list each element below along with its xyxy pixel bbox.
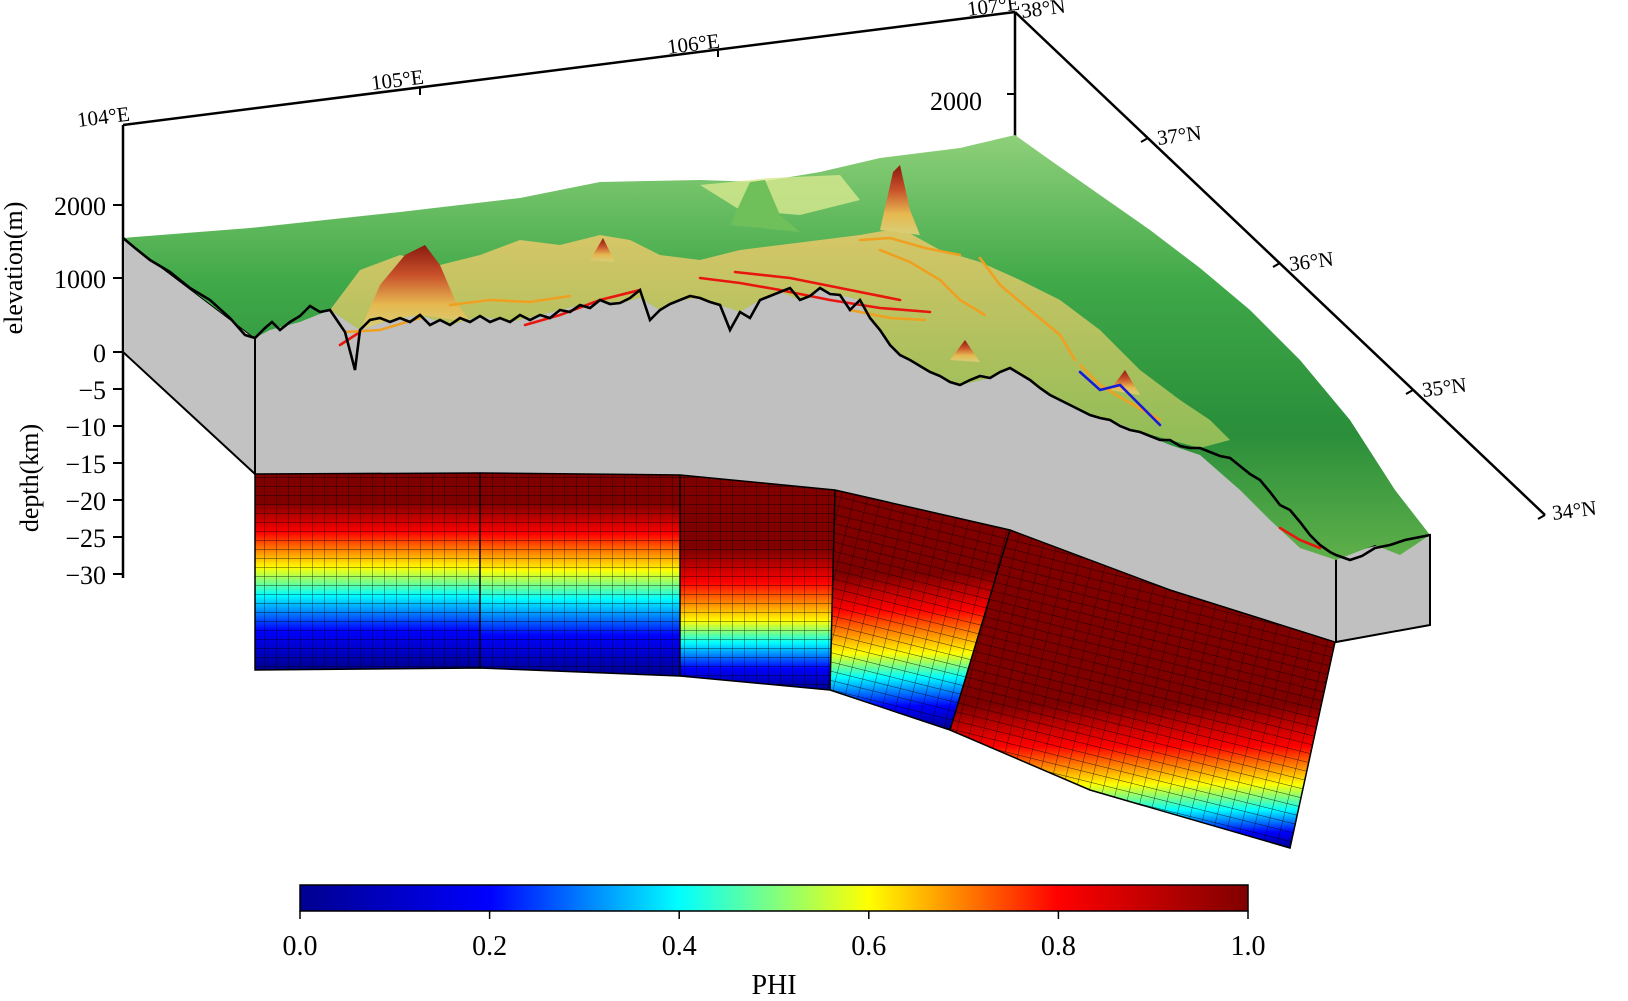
lon-ticks	[122, 12, 1016, 132]
phi-mesh-1	[255, 474, 680, 676]
colorbar-gradient	[299, 884, 1249, 912]
colorbar-label: PHI	[751, 970, 796, 1001]
depth-tick-25: −25	[65, 524, 106, 553]
depth-tick-10: −10	[65, 413, 106, 442]
lat-label-35: 35°N	[1421, 373, 1468, 402]
colorbar-tick-3: 0.6	[851, 931, 886, 962]
lon-label-105: 105°E	[370, 65, 425, 95]
colorbar-tick-1: 0.2	[472, 931, 507, 962]
top-elevation-tick-label: 2000	[930, 87, 982, 116]
lon-label-107: 107°E	[966, 0, 1021, 21]
depth-tick-30: −30	[65, 561, 106, 590]
peak-central	[880, 165, 920, 235]
left-axis-ticks	[113, 204, 123, 575]
colorbar-tick-5: 1.0	[1231, 931, 1266, 962]
green-mound	[730, 180, 800, 232]
depth-tick-5: −5	[78, 376, 106, 405]
colorbar-tick-0: 0.0	[283, 931, 318, 962]
colorbar-ticks	[299, 911, 1249, 919]
depth-tick-15: −15	[65, 450, 106, 479]
phi-outline	[254, 472, 1336, 849]
peak-small-b	[950, 340, 980, 362]
lat-label-34: 34°N	[1551, 496, 1598, 525]
lat-ticks	[1140, 137, 1546, 520]
terrain-base	[123, 135, 1430, 560]
colorbar: 0.0 0.2 0.4 0.6 0.8 1.0 PHI	[283, 884, 1266, 1001]
terrain-highlands	[330, 228, 1230, 448]
elev-tick-1000: 1000	[54, 265, 106, 294]
peak-small-a	[590, 238, 615, 262]
colorbar-tick-4: 0.8	[1041, 931, 1076, 962]
elev-tick-0: 0	[93, 339, 106, 368]
phi-mesh-2	[680, 475, 835, 690]
phi-mesh-3	[830, 490, 1335, 848]
lon-label-106: 106°E	[666, 29, 721, 59]
elevation-axis-title: elevation(m)	[0, 202, 28, 335]
colorbar-tick-2: 0.4	[662, 931, 697, 962]
lat-label-36: 36°N	[1288, 247, 1335, 276]
lat-label-38: 38°N	[1020, 0, 1067, 23]
depth-tick-20: −20	[65, 487, 106, 516]
terrain-surface	[122, 135, 1431, 562]
crust-front-face	[255, 288, 1336, 642]
lat-label-37: 37°N	[1156, 121, 1203, 150]
peak-liupan-west	[360, 245, 470, 330]
elev-tick-2000: 2000	[54, 192, 106, 221]
phi-sections	[254, 472, 1336, 849]
peak-small-c	[1110, 370, 1140, 395]
terrain-profile-outline	[122, 237, 1431, 562]
depth-axis-title: depth(km)	[15, 424, 44, 532]
